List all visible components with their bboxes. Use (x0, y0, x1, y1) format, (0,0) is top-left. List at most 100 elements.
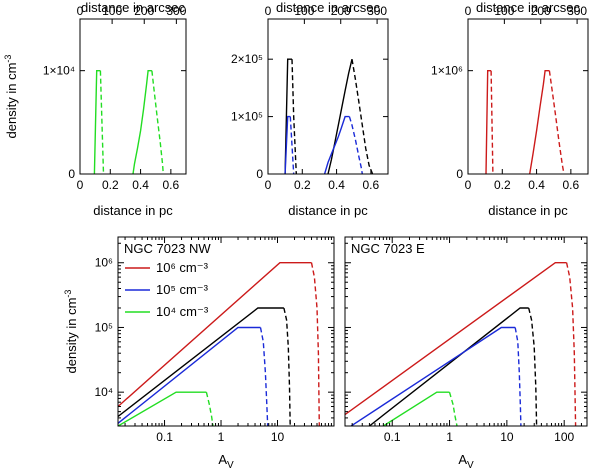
series-line-dashed (151, 70, 164, 174)
x2-tick-label: 300 (367, 4, 387, 18)
y-tick-label: 1×10⁴ (43, 64, 75, 78)
panel-title: NGC 7023 E (351, 241, 425, 256)
x-tick-label: 100 (554, 430, 574, 444)
y-tick-label: 10⁴ (94, 385, 113, 399)
legend-label: 10⁴ cm⁻³ (156, 304, 209, 319)
x-tick-label: 0.1 (156, 430, 173, 444)
x2-tick-label: 200 (531, 4, 551, 18)
series-line-dashed (99, 70, 105, 174)
series-line-solid (327, 59, 353, 174)
x2-axis-label: distance in arcsec (81, 0, 186, 15)
series-group (93, 69, 164, 174)
x-tick-label: 10 (271, 430, 285, 444)
x-axis-label: distance in pc (93, 203, 173, 218)
plot-frame (344, 236, 588, 427)
series-group (485, 69, 565, 174)
y-tick-label: 10⁶ (95, 256, 113, 270)
y-tick-label: 0 (456, 167, 463, 181)
series-line-solid (349, 326, 516, 426)
plot-frame (267, 18, 389, 175)
series-line-dashed (289, 116, 295, 174)
y-tick-label: 1×10⁵ (231, 110, 263, 124)
series-line-dashed (259, 327, 269, 426)
series-line-dashed (548, 70, 565, 174)
x-tick-label: 0.2 (102, 178, 119, 192)
x-tick-label: 0.4 (132, 178, 149, 192)
series-line-solid (368, 307, 529, 426)
x2-tick-label: 300 (567, 4, 587, 18)
series-group (345, 262, 577, 426)
series-line-dashed (514, 327, 522, 426)
series-line-solid (118, 307, 284, 418)
x-tick-label: 10 (500, 430, 514, 444)
x2-tick-label: 200 (331, 4, 351, 18)
series-line-dashed (283, 307, 291, 426)
series-line-dashed (448, 392, 458, 426)
x2-tick-label: 0 (465, 4, 472, 18)
series-line-dashed (351, 59, 374, 174)
series-line-solid (284, 115, 291, 174)
x2-tick-label: 100 (102, 4, 122, 18)
y-tick-label: 1×10⁶ (431, 64, 463, 78)
series-line-solid (529, 69, 550, 174)
series-line-solid (93, 69, 101, 174)
x-tick-label: 0 (265, 178, 272, 192)
plot-frame (79, 18, 187, 175)
series-line-dashed (565, 262, 577, 426)
x-axis-label: AV (458, 452, 474, 471)
x-tick-label: 0.2 (494, 178, 511, 192)
plot-frame (117, 236, 335, 427)
plot-frame (467, 18, 589, 175)
series-line-dashed (291, 59, 297, 174)
series-line-solid (345, 262, 567, 416)
y-axis-label: density in cm-3 (63, 290, 79, 374)
x-axis-label: distance in pc (488, 203, 568, 218)
series-line-solid (485, 69, 492, 174)
x-tick-label: 0.1 (384, 430, 401, 444)
x2-axis-label: distance in arcsec (476, 0, 581, 15)
series-line-dashed (528, 307, 538, 426)
x-tick-label: 1 (218, 430, 225, 444)
series-line-solid (284, 58, 292, 174)
panel-bottom-right: 0.1 1 10 100 AV NGC 7023 E (344, 236, 588, 471)
series-line-solid (132, 69, 152, 174)
series-group (284, 58, 374, 174)
panel-title: NGC 7023 NW (124, 241, 211, 256)
x2-tick-label: 0 (265, 4, 272, 18)
x-tick-label: 0.6 (163, 178, 180, 192)
x-tick-label: 1 (446, 430, 453, 444)
y-tick-label: 10⁵ (95, 320, 113, 334)
x2-axis-label: distance in arcsec (276, 0, 381, 15)
x-tick-label: 0.6 (363, 178, 380, 192)
series-line-solid (323, 115, 350, 174)
legend-label: 10⁶ cm⁻³ (156, 260, 209, 275)
series-line-solid (118, 262, 312, 408)
x-tick-label: 0 (465, 178, 472, 192)
series-line-solid (118, 326, 261, 424)
x2-tick-label: 100 (494, 4, 514, 18)
x2-tick-label: 200 (134, 4, 154, 18)
y-tick-label: 0 (256, 167, 263, 181)
x-axis-label: AV (218, 452, 234, 471)
x2-tick-label: 100 (294, 4, 314, 18)
series-line-dashed (310, 262, 320, 426)
panel-bottom-left: 0.1 1 10 10⁴ 10⁵ 10⁶ AV density in cm-3 NGC 7023… (63, 236, 335, 471)
x-tick-label: 0.2 (294, 178, 311, 192)
y-tick-label: 0 (68, 167, 75, 181)
series-group (118, 262, 320, 426)
series-line-dashed (490, 70, 494, 174)
x-tick-label: 0 (77, 178, 84, 192)
x-axis-label: distance in pc (288, 203, 368, 218)
y-tick-label: 2×10⁵ (231, 52, 263, 66)
y-axis-label: density in cm-3 (3, 55, 19, 139)
legend-label: 10⁵ cm⁻³ (156, 282, 209, 297)
series-line-dashed (205, 392, 214, 426)
x-tick-label: 0.4 (328, 178, 345, 192)
series-line-solid (382, 391, 450, 426)
x2-tick-label: 0 (77, 4, 84, 18)
series-line-dashed (348, 116, 363, 174)
